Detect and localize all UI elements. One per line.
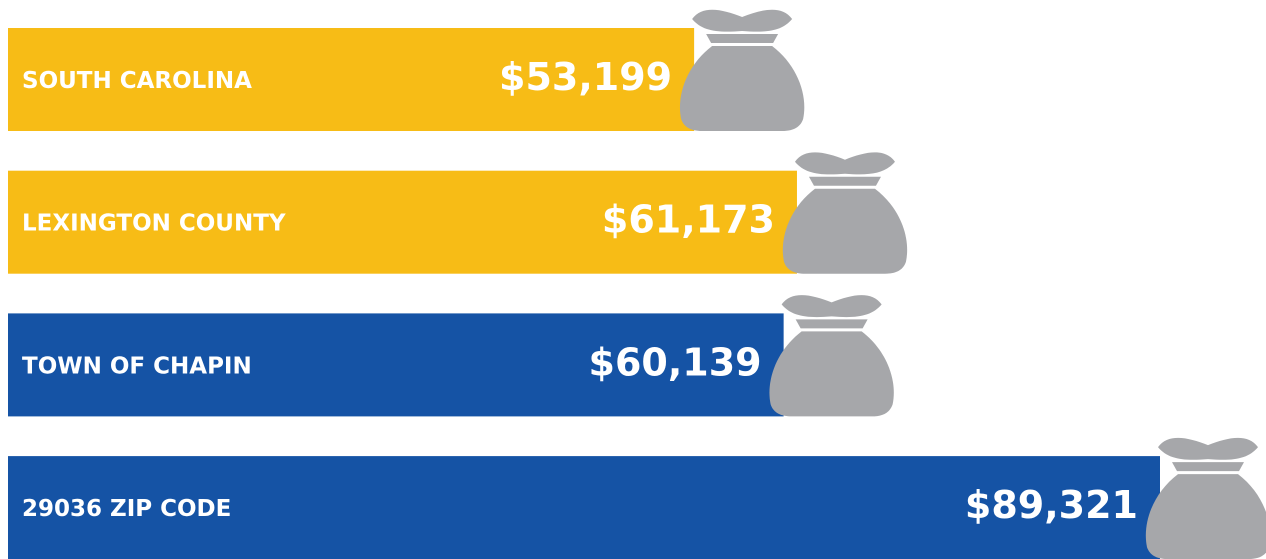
money-bag-part	[781, 295, 882, 318]
money-bag	[1145, 437, 1266, 559]
value-label: $53,199	[499, 55, 672, 99]
money-bag	[769, 295, 894, 417]
money-bag-part	[808, 176, 881, 186]
category-label: LEXINGTON COUNTY	[22, 211, 286, 237]
money-bag-part	[706, 34, 779, 43]
money-bag-part	[692, 9, 793, 32]
value-label: $60,139	[589, 340, 762, 384]
money-bag-part	[782, 188, 908, 274]
bar	[8, 28, 695, 131]
bar	[8, 456, 1160, 559]
money-bag-part	[794, 152, 895, 175]
money-bag-part	[795, 319, 868, 329]
category-label: TOWN OF CHAPIN	[22, 353, 252, 379]
money-bag-part	[679, 46, 805, 131]
category-label: 29036 ZIP CODE	[22, 496, 231, 522]
value-label: $89,321	[965, 483, 1138, 527]
value-label: $61,173	[602, 198, 775, 242]
category-label: SOUTH CAROLINA	[22, 68, 252, 94]
money-bag-part	[1158, 437, 1258, 460]
money-bag-part	[1145, 474, 1266, 559]
bar	[8, 170, 797, 274]
money-bag	[679, 9, 805, 131]
money-bag	[782, 152, 908, 274]
money-bag-part	[769, 331, 894, 417]
bar	[8, 313, 784, 417]
money-bag-part	[1172, 462, 1244, 472]
